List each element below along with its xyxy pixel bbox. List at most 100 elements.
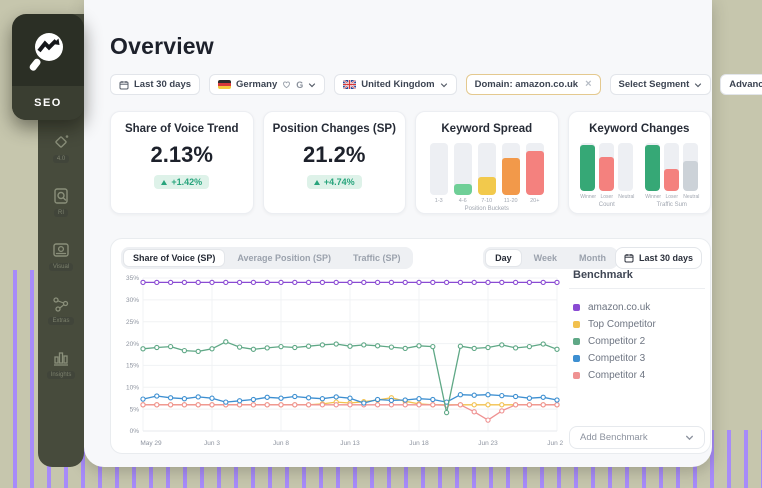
data-point[interactable] (554, 402, 560, 408)
data-point[interactable] (154, 402, 160, 408)
data-point[interactable] (319, 402, 326, 408)
data-point[interactable] (402, 397, 408, 403)
tab-share-of-voice[interactable]: Share of Voice (SP) (123, 249, 226, 267)
data-point[interactable] (388, 279, 395, 286)
data-point[interactable] (167, 402, 174, 408)
data-point[interactable] (485, 402, 491, 408)
data-point[interactable] (250, 279, 257, 286)
data-point[interactable] (305, 343, 312, 349)
data-point[interactable] (140, 396, 146, 402)
data-point[interactable] (485, 279, 491, 286)
data-point[interactable] (167, 343, 174, 350)
data-point[interactable] (416, 402, 422, 408)
data-point[interactable] (402, 402, 408, 408)
data-point[interactable] (526, 395, 533, 401)
data-point[interactable] (223, 339, 229, 345)
data-point[interactable] (195, 394, 201, 400)
data-point[interactable] (430, 402, 436, 408)
data-point[interactable] (512, 393, 519, 400)
granularity-week[interactable]: Week (533, 253, 557, 263)
data-point[interactable] (471, 402, 477, 408)
close-icon[interactable]: × (585, 78, 592, 90)
data-point[interactable] (374, 396, 381, 403)
granularity-month[interactable]: Month (579, 253, 606, 263)
data-point[interactable] (443, 279, 450, 286)
data-point[interactable] (167, 279, 174, 286)
data-point[interactable] (457, 279, 464, 286)
data-point[interactable] (471, 392, 477, 398)
data-point[interactable] (250, 402, 257, 408)
data-point[interactable] (278, 279, 284, 286)
data-point[interactable] (195, 279, 201, 286)
advanced-filter[interactable]: Advanced Filter (720, 74, 762, 95)
data-point[interactable] (361, 342, 367, 348)
data-point[interactable] (319, 342, 326, 348)
data-point[interactable] (347, 343, 353, 349)
data-point[interactable] (154, 279, 160, 286)
data-point[interactable] (526, 343, 533, 350)
data-point[interactable] (278, 402, 284, 408)
data-point[interactable] (319, 279, 326, 286)
data-point[interactable] (181, 279, 188, 286)
seo-module-card[interactable]: SEO (12, 14, 84, 120)
data-point[interactable] (443, 409, 450, 416)
data-point[interactable] (499, 279, 505, 286)
data-point[interactable] (457, 343, 464, 349)
data-point[interactable] (333, 394, 339, 400)
data-point[interactable] (540, 402, 546, 408)
data-point[interactable] (485, 392, 491, 398)
data-point[interactable] (154, 344, 160, 351)
data-point[interactable] (236, 398, 243, 404)
sidebar-item-extras[interactable]: Extras (48, 294, 74, 325)
data-point[interactable] (209, 279, 215, 286)
legend-item-competitor-2[interactable]: Competitor 2 (573, 333, 705, 350)
data-point[interactable] (430, 279, 436, 286)
sidebar-item-visual[interactable]: Visual (48, 240, 74, 271)
data-point[interactable] (181, 396, 188, 402)
data-point[interactable] (540, 394, 546, 400)
legend-item-top-competitor[interactable]: Top Competitor (573, 316, 705, 333)
data-point[interactable] (526, 402, 533, 408)
data-point[interactable] (223, 399, 229, 405)
data-point[interactable] (305, 395, 312, 401)
data-point[interactable] (388, 402, 395, 408)
data-point[interactable] (292, 344, 298, 351)
segment-filter[interactable]: Select Segment (609, 74, 712, 95)
data-point[interactable] (181, 347, 188, 354)
data-point[interactable] (292, 393, 298, 400)
legend-item-amazon-co-uk[interactable]: amazon.co.uk (573, 299, 705, 316)
data-point[interactable] (554, 397, 560, 403)
data-point[interactable] (512, 279, 519, 286)
data-point[interactable] (278, 343, 284, 350)
data-point[interactable] (374, 343, 381, 349)
data-point[interactable] (195, 348, 201, 355)
data-point[interactable] (333, 341, 339, 347)
data-point[interactable] (347, 279, 353, 286)
data-point[interactable] (333, 402, 339, 408)
data-point[interactable] (333, 279, 339, 286)
data-point[interactable] (430, 343, 436, 350)
data-point[interactable] (402, 345, 408, 352)
data-point[interactable] (430, 396, 436, 403)
data-point[interactable] (512, 402, 519, 408)
data-point[interactable] (264, 345, 270, 351)
data-point[interactable] (223, 279, 229, 286)
data-point[interactable] (374, 402, 381, 408)
data-point[interactable] (374, 279, 381, 286)
search-engine-filter[interactable]: Germany G (209, 74, 326, 95)
data-point[interactable] (305, 402, 312, 408)
data-point[interactable] (554, 279, 560, 286)
data-point[interactable] (292, 402, 298, 408)
data-point[interactable] (416, 396, 422, 402)
tab-traffic[interactable]: Traffic (SP) (353, 253, 401, 263)
data-point[interactable] (278, 395, 284, 401)
data-point[interactable] (471, 279, 477, 286)
data-point[interactable] (499, 408, 505, 414)
data-point[interactable] (347, 402, 353, 408)
data-point[interactable] (554, 346, 560, 352)
domain-filter[interactable]: Domain: amazon.co.uk × (465, 74, 601, 95)
data-point[interactable] (181, 402, 188, 408)
sidebar-item-4-0[interactable]: 4.0 (51, 132, 71, 163)
data-point[interactable] (154, 393, 160, 399)
legend-item-competitor-3[interactable]: Competitor 3 (573, 350, 705, 367)
